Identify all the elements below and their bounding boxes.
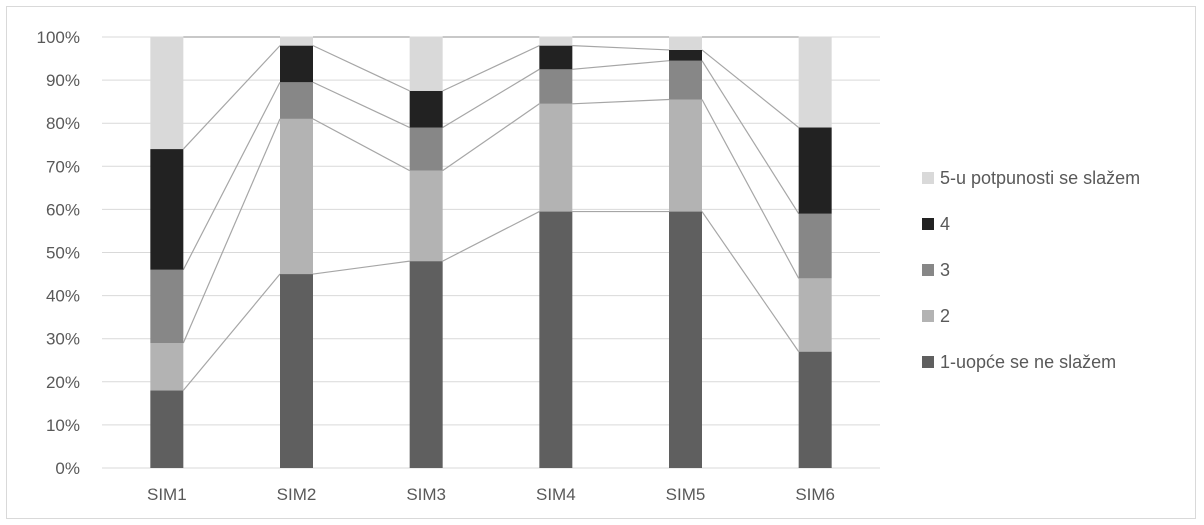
y-axis: 0% 10% 20% 30% 40% 50% 60% 70% 80% 90% 100% — [37, 28, 80, 478]
series-line — [182, 81, 281, 271]
legend-swatch — [922, 264, 934, 276]
bars — [150, 37, 832, 468]
y-tick-label: 20% — [46, 373, 80, 392]
bar-segment-sim5-series-5 — [669, 37, 702, 50]
gridlines — [102, 36, 880, 469]
bar-segment-sim3-series-2 — [409, 170, 443, 262]
y-tick-label: 30% — [46, 330, 80, 349]
bar-segment-sim1-series-2 — [150, 343, 184, 391]
series-line — [442, 211, 540, 262]
legend-swatch — [922, 172, 934, 184]
series-line — [312, 45, 410, 92]
x-axis: SIM1 SIM2 SIM3 SIM4 SIM5 SIM6 — [147, 485, 835, 504]
series-line — [442, 45, 540, 92]
bar-segment-sim6-series-2 — [798, 278, 832, 352]
bar-segment-sim4-series-4 — [539, 45, 573, 70]
y-tick-label: 40% — [46, 287, 80, 306]
y-tick-label: 90% — [46, 71, 80, 90]
bar-segment-sim1-series-4 — [150, 149, 184, 270]
series-line — [701, 49, 800, 128]
x-tick-label: SIM1 — [147, 485, 187, 504]
x-tick-label: SIM4 — [536, 485, 576, 504]
bar-segment-sim4-series-2 — [539, 103, 573, 212]
bar-segment-sim2-series-3 — [280, 82, 313, 119]
legend: 5-u potpunosti se slažem 4 3 2 1-uopće se ne… — [922, 168, 1140, 372]
series-line — [182, 273, 281, 391]
bar-segment-sim3-series-5 — [409, 37, 443, 91]
bar-segment-sim6-series-3 — [798, 213, 832, 279]
chart-frame — [6, 6, 1196, 519]
x-tick-label: SIM3 — [406, 485, 446, 504]
bar-segment-sim3-series-1 — [409, 261, 443, 468]
bar-segment-sim1-series-1 — [150, 390, 184, 468]
series-connector-lines — [182, 36, 800, 391]
series-line — [701, 211, 800, 352]
legend-label: 3 — [940, 260, 950, 280]
legend-label: 2 — [940, 306, 950, 326]
bar-segment-sim2-series-2 — [280, 118, 313, 275]
series-line — [312, 81, 410, 129]
y-tick-label: 100% — [37, 28, 80, 47]
y-tick-label: 10% — [46, 416, 80, 435]
series-line — [312, 260, 410, 275]
bar-segment-sim6-series-1 — [798, 351, 832, 468]
bar-segment-sim6-series-5 — [798, 37, 832, 128]
legend-label: 5-u potpunosti se slažem — [940, 168, 1140, 188]
series-line — [182, 118, 281, 344]
bar-segment-sim5-series-4 — [669, 49, 702, 61]
y-tick-label: 60% — [46, 200, 80, 219]
y-tick-label: 80% — [46, 114, 80, 133]
bar-segment-sim6-series-4 — [798, 127, 832, 214]
series-line — [182, 45, 281, 150]
x-tick-label: SIM5 — [666, 485, 706, 504]
y-tick-label: 70% — [46, 157, 80, 176]
bar-segment-sim4-series-3 — [539, 69, 573, 104]
bar-segment-sim5-series-2 — [669, 99, 702, 212]
series-line — [442, 103, 540, 172]
bar-segment-sim5-series-3 — [669, 60, 702, 100]
series-line — [572, 45, 670, 51]
bar-segment-sim1-series-3 — [150, 269, 184, 344]
legend-swatch — [922, 218, 934, 230]
x-tick-label: SIM2 — [277, 485, 317, 504]
bar-segment-sim4-series-1 — [539, 211, 573, 468]
bar-segment-sim5-series-1 — [669, 211, 702, 468]
series-line — [572, 60, 670, 70]
legend-swatch — [922, 356, 934, 368]
bar-segment-sim4-series-5 — [539, 37, 573, 46]
bar-segment-sim3-series-4 — [409, 90, 443, 128]
bar-segment-sim2-series-4 — [280, 45, 313, 83]
x-tick-label: SIM6 — [795, 485, 835, 504]
legend-label: 1-uopće se ne slažem — [940, 352, 1116, 372]
y-tick-label: 0% — [55, 459, 80, 478]
legend-swatch — [922, 310, 934, 322]
bar-segment-sim2-series-1 — [280, 274, 313, 468]
series-line — [572, 98, 670, 105]
y-tick-label: 50% — [46, 244, 80, 263]
series-line — [701, 60, 800, 215]
series-line — [442, 68, 540, 129]
bar-segment-sim3-series-3 — [409, 127, 443, 171]
bar-segment-sim1-series-5 — [150, 37, 184, 150]
series-line — [701, 99, 800, 279]
bar-segment-sim2-series-5 — [280, 37, 313, 46]
series-line — [312, 118, 410, 172]
legend-label: 4 — [940, 214, 950, 234]
